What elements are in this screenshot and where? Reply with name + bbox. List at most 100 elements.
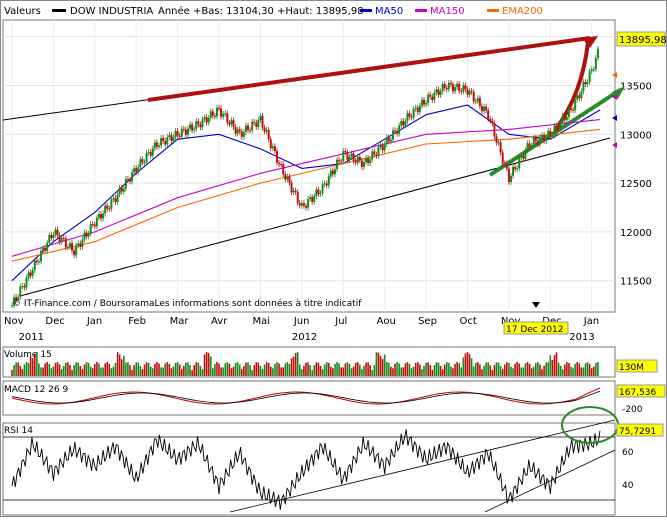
candle-body [222,113,225,117]
volume-bar [510,366,512,376]
volume-bar [597,362,599,376]
volume-bar [535,362,537,376]
candle-body [48,235,51,243]
candle-body [454,87,457,92]
volume-bar [251,369,253,376]
volume-bar [19,365,22,376]
x-year-label: 2013 [569,332,594,343]
volume-bar [17,362,20,376]
candle-body [240,131,243,137]
candle-body [325,183,328,186]
macd-value: 167,536 [619,388,656,398]
volume-bar [309,365,311,376]
instrument-label: DOW INDUSTRIA [70,6,153,17]
candle-body [555,125,558,127]
candle-body [317,189,320,194]
volume-bar [212,368,214,376]
rsi-panel [2,422,616,516]
candle-body [567,108,570,118]
volume-bar [532,366,535,376]
candle-body [389,139,392,142]
volume-bar [522,367,525,376]
volume-bar [91,368,94,376]
candle-body [166,136,169,145]
candle-body [534,137,537,141]
candle-body [39,250,42,262]
candle-body [230,120,233,125]
volume-bar [541,369,543,376]
volume-bar [131,369,133,376]
candle-body [358,156,361,161]
volume-bar [241,369,243,376]
volume-bar [427,362,429,376]
volume-bar [499,365,502,376]
candle-body [129,179,132,182]
volume-bar [44,363,46,376]
candle-body [423,99,426,105]
volume-bar [191,369,193,376]
candle-body [172,137,175,142]
volume-bar [381,359,384,376]
candle-body [563,115,566,121]
candle-body [73,250,76,256]
volume-bar [15,362,17,376]
candle-body [114,198,117,203]
candle-body [135,168,138,173]
y-tick-label: 12500 [620,179,652,190]
volume-bar [33,353,36,376]
volume-bar [243,365,245,376]
volume-bar [485,362,487,376]
ma50-legend: MA50 [375,6,403,17]
candle-body [211,111,214,116]
candle-body [182,128,185,130]
candle-body [526,143,529,151]
x-month-label: Jul [334,316,347,327]
candle-body [193,128,196,131]
volume-bar [385,362,388,376]
volume-bar [537,362,539,376]
volume-bar [290,358,293,376]
candle-body [257,120,260,127]
volume-bar [332,368,334,376]
candle-body [518,157,521,169]
volume-bar [437,362,440,376]
candle-body [232,120,235,128]
series-ema200 [11,128,601,262]
ema200-swatch [487,9,499,12]
volume-bar [54,362,57,376]
volume-bar [400,367,403,376]
candle-body [58,235,61,243]
y-tick-label: 13500 [620,81,652,92]
candle-body [273,146,276,152]
candle-body [553,125,556,136]
volume-bar [503,364,506,376]
volume-bar [431,369,434,376]
candle-body [153,142,156,149]
valeurs-label: Valeurs [4,6,41,17]
volume-bar [85,362,88,376]
candle-body [126,178,129,180]
volume-bar [319,365,322,376]
volume-bar [201,369,204,376]
volume-bar [514,363,516,376]
volume-bar [156,362,158,376]
candle-body [522,155,525,159]
candle-body [44,248,47,251]
x-month-label: Jun [293,316,310,327]
candle-body [151,148,154,156]
candle-body [292,190,295,193]
volume-bar [367,362,369,376]
volume-bar [497,362,500,376]
volume-bar [483,365,485,376]
volume-bar [311,369,314,376]
candle-body [108,208,111,210]
volume-bar [222,367,224,376]
candle-body [514,166,517,170]
date-marker-box [503,321,569,335]
volume-bar [539,364,541,376]
candle-body [379,145,382,147]
volume-bar [199,365,202,376]
candle-body [209,111,212,118]
volume-bar [443,364,446,376]
